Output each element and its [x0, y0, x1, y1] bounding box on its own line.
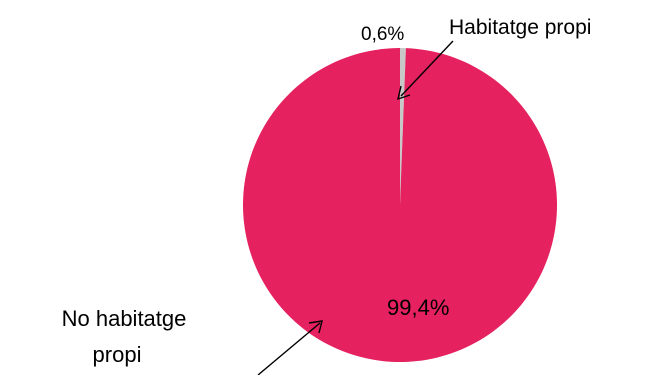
slice-value-label-0: 0,6%: [361, 24, 404, 45]
slice-category-label-0: Habitatge propi: [449, 16, 591, 39]
leader-line-0: [397, 40, 454, 101]
slice-category-label-1-line1: No habitatge: [62, 306, 187, 331]
pie-slices: [243, 48, 558, 362]
pie-slice-1: [243, 48, 558, 362]
slice-category-label-1-line2: propi: [93, 342, 142, 367]
leader-line-1: [257, 320, 323, 376]
pie-slice-0: [400, 48, 406, 205]
slice-value-label-1: 99,4%: [387, 295, 449, 320]
